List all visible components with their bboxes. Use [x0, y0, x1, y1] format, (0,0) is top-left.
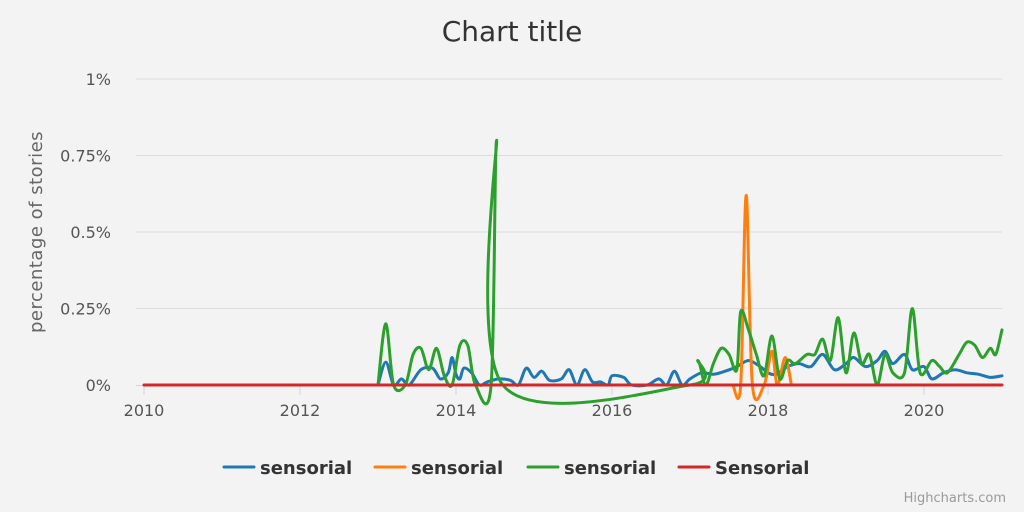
credits-link[interactable]: Highcharts.com	[904, 491, 1006, 506]
legend-item-2[interactable]: sensorial	[373, 458, 503, 479]
legend-item-4[interactable]: Sensorial	[677, 458, 809, 479]
legend-item-1[interactable]: sensorial	[222, 458, 352, 479]
y-axis-label: percentage of stories	[26, 131, 47, 333]
series-line-1[interactable]	[376, 349, 1004, 388]
legend-label: sensorial	[411, 458, 503, 479]
y-axis-ticks: 0% 0.25% 0.5% 0.75% 1%	[60, 70, 111, 395]
x-tick-label: 2014	[436, 401, 477, 420]
y-tick-label: 0%	[86, 376, 111, 395]
x-tick-label: 2018	[748, 401, 789, 420]
y-tick-label: 0.75%	[60, 147, 111, 166]
legend-item-3[interactable]: sensorial	[526, 458, 656, 479]
series-lines	[142, 138, 1004, 406]
y-tick-label: 1%	[86, 70, 111, 89]
legend-label: Sensorial	[715, 458, 809, 479]
series-line-3[interactable]	[376, 138, 1004, 406]
legend-label: sensorial	[564, 458, 656, 479]
y-tick-label: 0.25%	[60, 300, 111, 319]
y-tick-label: 0.5%	[70, 223, 111, 242]
x-tick-label: 2012	[280, 401, 321, 420]
gridlines	[136, 78, 1002, 309]
series-line-2[interactable]	[731, 193, 793, 402]
x-tick-label: 2016	[592, 401, 633, 420]
chart-title: Chart title	[442, 15, 583, 48]
x-tick-label: 2010	[124, 401, 165, 420]
legend-label: sensorial	[260, 458, 352, 479]
x-tick-label: 2020	[904, 401, 945, 420]
legend[interactable]: sensorial sensorial sensorial Sensorial	[222, 458, 809, 479]
